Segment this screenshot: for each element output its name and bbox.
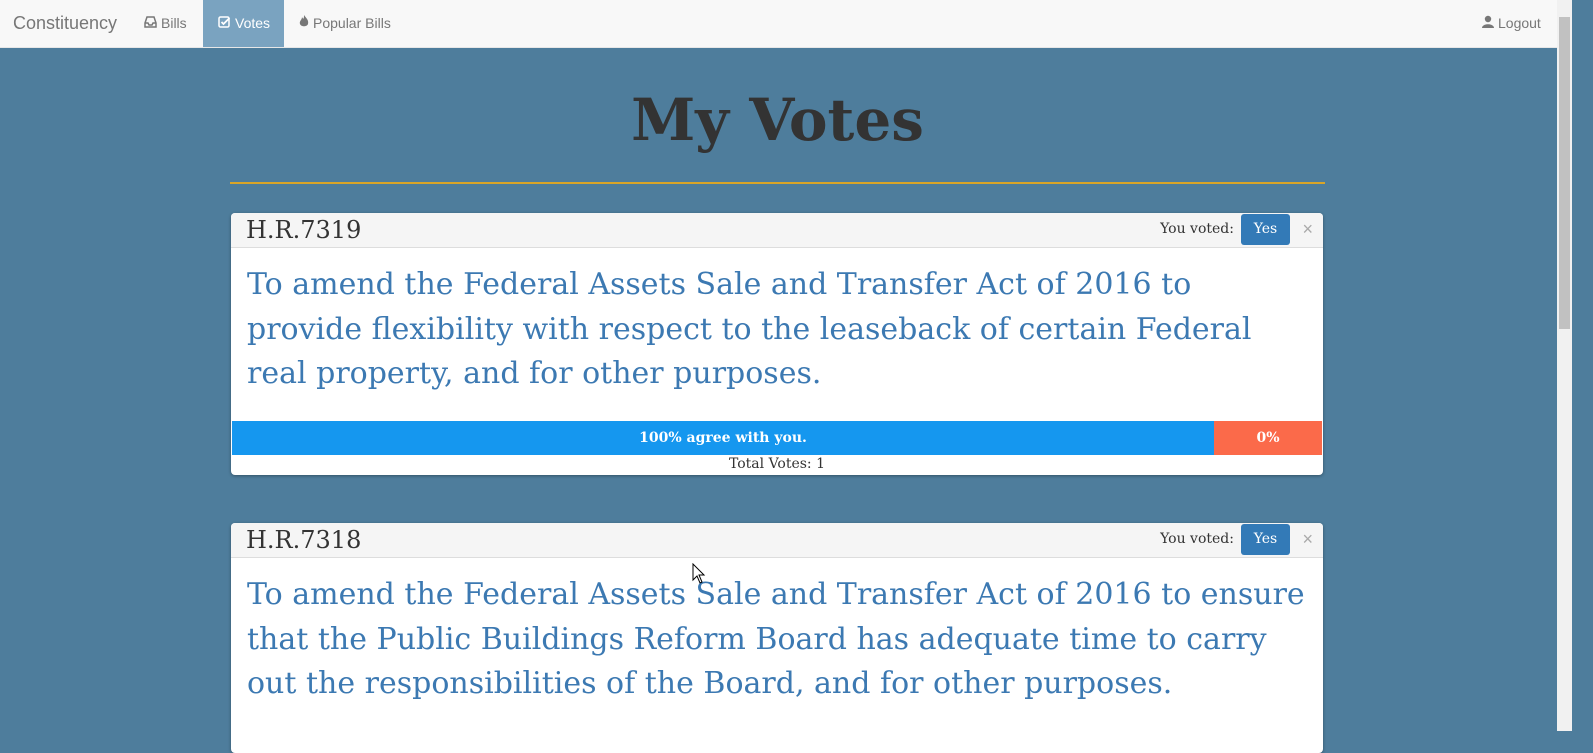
bill-card-header: H.R.7319 You voted: Yes × <box>231 213 1323 248</box>
logout-link[interactable]: Logout <box>1467 0 1557 47</box>
user-icon <box>1482 1 1494 47</box>
close-icon[interactable]: × <box>1302 529 1313 549</box>
agree-bar: 100% agree with you. <box>232 421 1214 455</box>
vote-yes-button[interactable]: Yes <box>1241 214 1290 245</box>
mouse-cursor-icon <box>692 562 706 589</box>
bill-card: H.R.7318 You voted: Yes × To amend the F… <box>231 523 1323 753</box>
nav-item-bills[interactable]: Bills <box>129 0 202 47</box>
page-title: My Votes <box>631 86 924 154</box>
close-icon[interactable]: × <box>1302 219 1313 239</box>
title-divider <box>230 182 1325 184</box>
bill-id[interactable]: H.R.7319 <box>246 216 362 244</box>
nav-item-popular-bills[interactable]: Popular Bills <box>284 0 409 47</box>
inbox-icon <box>144 1 157 47</box>
fire-icon <box>299 1 309 47</box>
scrollbar-thumb[interactable] <box>1559 17 1570 329</box>
bill-card: H.R.7319 You voted: Yes × To amend the F… <box>231 213 1323 475</box>
top-navbar: Constituency Bills Votes Popular Bills L… <box>0 0 1557 48</box>
disagree-bar: 0% <box>1214 421 1322 455</box>
vote-yes-button[interactable]: Yes <box>1241 524 1290 555</box>
nav-item-label: Popular Bills <box>313 15 391 31</box>
nav-item-label: Votes <box>235 15 271 31</box>
bill-id[interactable]: H.R.7318 <box>246 526 362 554</box>
you-voted-label: You voted: <box>1160 531 1234 547</box>
logout-label: Logout <box>1498 15 1541 31</box>
nav-item-votes[interactable]: Votes <box>203 0 284 47</box>
agreement-progress-bar: 100% agree with you. 0% <box>232 421 1322 455</box>
check-square-icon <box>218 1 231 47</box>
you-voted-label: You voted: <box>1160 221 1234 237</box>
total-votes: Total Votes: 1 <box>728 456 825 472</box>
bill-title[interactable]: To amend the Federal Assets Sale and Tra… <box>247 267 1252 391</box>
nav-item-label: Bills <box>161 15 187 31</box>
bill-card-header: H.R.7318 You voted: Yes × <box>231 523 1323 558</box>
brand-link[interactable]: Constituency <box>13 13 118 33</box>
bill-title[interactable]: To amend the Federal Assets Sale and Tra… <box>247 577 1305 701</box>
